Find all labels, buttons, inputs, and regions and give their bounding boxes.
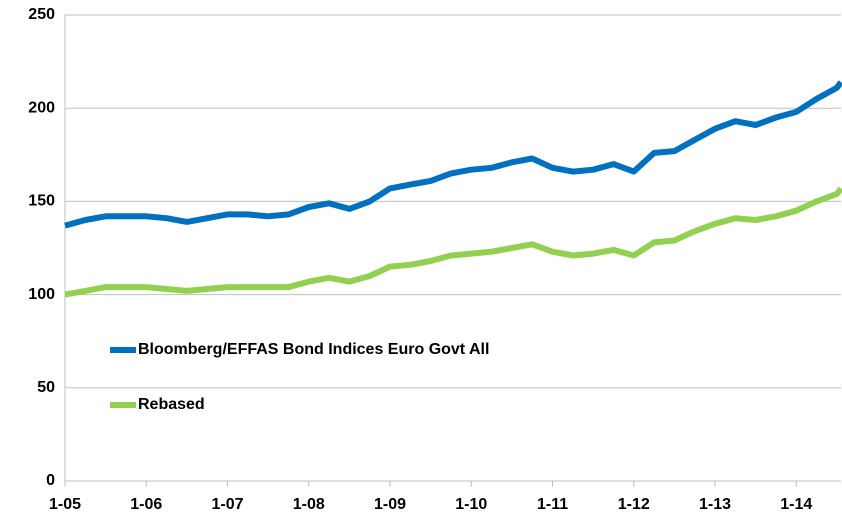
x-tick-label: 1-07 bbox=[211, 496, 243, 513]
x-tick-label: 1-09 bbox=[374, 496, 406, 513]
x-tick-label: 1-06 bbox=[130, 496, 162, 513]
x-tick-label: 1-12 bbox=[618, 496, 650, 513]
y-tick-label: 200 bbox=[28, 99, 55, 116]
x-tick-label: 1-08 bbox=[293, 496, 325, 513]
y-tick-label: 150 bbox=[28, 193, 55, 210]
y-tick-label: 0 bbox=[46, 472, 55, 489]
x-tick-label: 1-10 bbox=[455, 496, 487, 513]
y-tick-label: 100 bbox=[28, 286, 55, 303]
x-tick-label: 1-05 bbox=[49, 496, 81, 513]
legend-label: Rebased bbox=[138, 396, 205, 413]
legend-label: Bloomberg/EFFAS Bond Indices Euro Govt A… bbox=[138, 341, 489, 358]
x-tick-label: 1-14 bbox=[780, 496, 812, 513]
series-line bbox=[64, 80, 842, 229]
x-tick-label: 1-13 bbox=[699, 496, 731, 513]
x-tick-label: 1-11 bbox=[537, 496, 568, 513]
series-line bbox=[64, 186, 842, 298]
y-tick-label: 50 bbox=[37, 379, 55, 396]
y-tick-label: 250 bbox=[28, 6, 55, 23]
